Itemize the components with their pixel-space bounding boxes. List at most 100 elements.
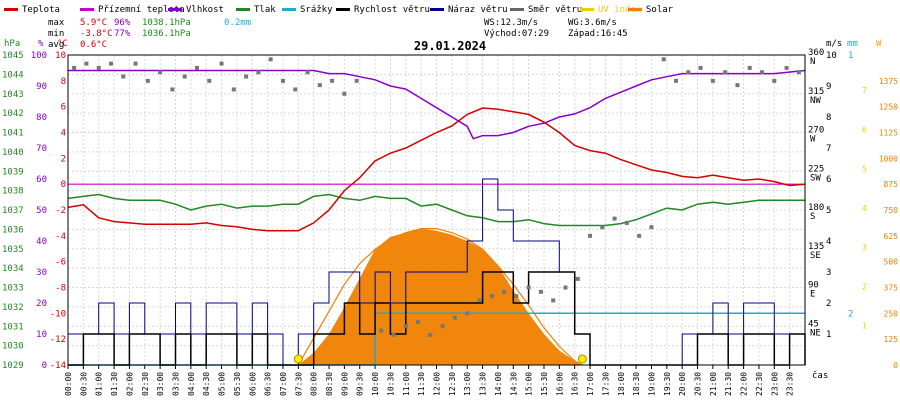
tick-direction-deg: 180 xyxy=(808,203,824,213)
tick-time: 21:00 xyxy=(709,372,718,396)
tick-direction-deg: 45 xyxy=(808,319,819,329)
wind-direction-point xyxy=(391,332,396,337)
tick-pressure: 1036 xyxy=(2,225,24,235)
tick-time: 00:00 xyxy=(64,372,73,396)
wind-direction-point xyxy=(526,285,531,290)
series-solar-max-line xyxy=(297,228,583,366)
wind-direction-point xyxy=(452,315,457,320)
tick-humidity: 90 xyxy=(36,82,47,92)
tick-time: 07:30 xyxy=(294,372,303,396)
wind-direction-point xyxy=(194,65,199,70)
wind-direction-point xyxy=(72,65,77,70)
legend-swatch-3 xyxy=(236,8,250,11)
tick-rain-mm: 2 xyxy=(848,309,853,319)
tick-time: 12:00 xyxy=(433,372,442,396)
wind-direction-point xyxy=(551,298,556,303)
tick-uv: 5 xyxy=(862,165,867,174)
tick-direction-name: S xyxy=(810,212,815,222)
tick-humidity: 50 xyxy=(36,206,47,216)
legend-label-6: Náraz větru xyxy=(448,5,508,15)
tick-humidity: 10 xyxy=(36,330,47,340)
tick-solar: 625 xyxy=(884,232,899,241)
legend: Teplota Přízemní teplota Vlhkost Tlak Srážky… xyxy=(4,5,674,15)
tick-humidity: 70 xyxy=(36,144,47,154)
tick-uv: 4 xyxy=(862,204,867,213)
tick-time: 12:30 xyxy=(448,372,457,396)
info-sunset: Západ:16:45 xyxy=(568,29,628,39)
tick-humidity: 60 xyxy=(36,175,47,185)
series-layer xyxy=(67,57,806,366)
tick-pressure: 1032 xyxy=(2,303,24,313)
tick-time: 07:00 xyxy=(279,372,288,396)
stats-block: max 5.9°C 96% 1038.1hPa 0.2mm min -3.8°C… xyxy=(48,18,251,50)
tick-time: 10:30 xyxy=(386,372,395,396)
tick-humidity: 30 xyxy=(36,268,47,278)
tick-time: 20:00 xyxy=(678,372,687,396)
tick-direction-deg: 135 xyxy=(808,242,824,252)
tick-pressure: 1039 xyxy=(2,167,24,177)
stats-max-temp: 5.9°C xyxy=(80,18,107,28)
stats-max-label: max xyxy=(48,18,65,28)
tick-pressure: 1037 xyxy=(2,206,24,216)
tick-time: 08:30 xyxy=(325,372,334,396)
tick-time: 06:30 xyxy=(264,372,273,396)
tick-pressure: 1044 xyxy=(2,70,24,80)
tick-solar: 750 xyxy=(884,206,899,215)
wind-direction-point xyxy=(575,276,580,281)
tick-pressure: 1045 xyxy=(2,51,24,61)
tick-uv: 3 xyxy=(862,243,867,252)
tick-uv: 1 xyxy=(862,322,867,331)
stats-max-humidity: 96% xyxy=(114,18,131,28)
wind-direction-point xyxy=(796,70,801,75)
tick-wind-speed: 2 xyxy=(826,299,831,309)
tick-humidity: 100 xyxy=(31,51,47,61)
info-wind-gust: WG:3.6m/s xyxy=(568,18,617,28)
legend-label-2: Vlhkost xyxy=(186,5,224,15)
wind-direction-point xyxy=(317,83,322,88)
legend-swatch-6 xyxy=(430,8,444,11)
wind-direction-point xyxy=(784,65,789,70)
legend-label-9: Solar xyxy=(646,5,674,15)
tick-time: 04:30 xyxy=(202,372,211,396)
wind-direction-point xyxy=(502,289,507,294)
wind-direction-point xyxy=(661,57,666,62)
wind-direction-point xyxy=(268,57,273,62)
axis-unit-w: W xyxy=(876,39,882,49)
wind-direction-point xyxy=(108,61,113,66)
wind-direction-point xyxy=(207,78,212,83)
wind-direction-point xyxy=(182,74,187,79)
tick-direction-deg: 225 xyxy=(808,164,824,174)
wind-direction-point xyxy=(403,324,408,329)
wind-direction-point xyxy=(760,70,765,75)
tick-temperature: -10 xyxy=(50,309,66,319)
legend-swatch-0 xyxy=(4,8,18,11)
tick-time: 01:00 xyxy=(95,372,104,396)
legend-swatch-8 xyxy=(580,8,594,11)
wind-direction-point xyxy=(772,78,777,83)
tick-temperature: 10 xyxy=(55,51,66,61)
series-wind-speed-line xyxy=(68,271,806,366)
tick-time: 00:30 xyxy=(79,372,88,396)
wind-direction-point xyxy=(379,328,384,333)
info-block: WS:12.3m/s WG:3.6m/s Východ:07:29 Západ:… xyxy=(484,18,628,39)
tick-rain-mm: 1 xyxy=(848,51,853,61)
axis-unit-pct: % xyxy=(38,39,44,49)
tick-time: 05:30 xyxy=(233,372,242,396)
tick-wind-speed: 9 xyxy=(826,82,831,92)
tick-solar: 1125 xyxy=(879,129,898,138)
tick-time: 05:00 xyxy=(218,372,227,396)
uv-sun-marker xyxy=(577,354,587,364)
tick-time: 02:30 xyxy=(141,372,150,396)
series-temperature-line xyxy=(67,107,806,232)
tick-wind-speed: 7 xyxy=(826,144,831,154)
wind-direction-point xyxy=(649,225,654,230)
tick-temperature: -6 xyxy=(55,258,66,268)
tick-pressure: 1033 xyxy=(2,284,24,294)
wind-direction-point xyxy=(489,294,494,299)
tick-pressure: 1030 xyxy=(2,342,24,352)
tick-pressure: 1034 xyxy=(2,264,24,274)
tick-direction-deg: 315 xyxy=(808,87,824,97)
tick-time: 22:30 xyxy=(755,372,764,396)
uv-sun-marker xyxy=(293,354,303,364)
series-wind-gust-line xyxy=(68,178,806,366)
